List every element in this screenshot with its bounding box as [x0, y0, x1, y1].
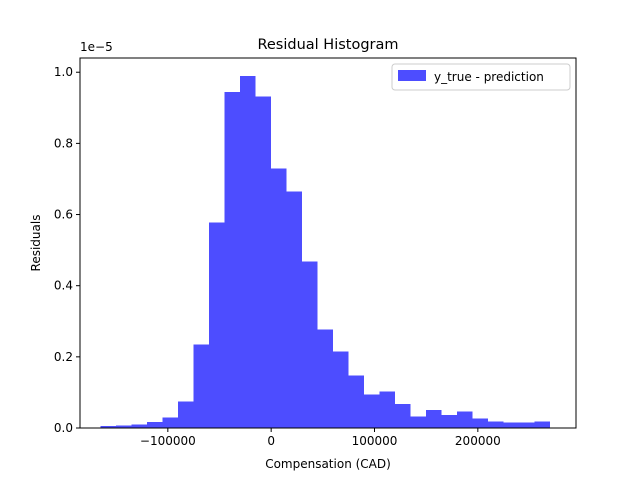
y-tick-label: 1.0	[54, 65, 73, 79]
x-tick-label: 0	[267, 434, 275, 448]
histogram-bar	[410, 416, 427, 428]
y-tick-label: 0.2	[54, 350, 73, 364]
histogram-bar	[503, 422, 520, 428]
histogram-bar	[379, 391, 396, 428]
y-tick-label: 0.6	[54, 208, 73, 222]
histogram-bar	[178, 401, 194, 428]
histogram-bar	[302, 261, 318, 428]
histogram-bar	[162, 417, 179, 428]
y-axis-offset-label: 1e−5	[80, 40, 113, 54]
legend-swatch	[398, 70, 426, 81]
histogram-bar	[488, 421, 504, 428]
y-axis-label: Residuals	[29, 215, 43, 272]
y-tick-label: 0.4	[54, 279, 73, 293]
x-tick-label: 200000	[455, 434, 501, 448]
histogram-bar	[333, 351, 349, 428]
legend-label: y_true - prediction	[434, 70, 544, 84]
y-axis-ticks: 0.0 0.2 0.4 0.6 0.8 1.0	[54, 65, 80, 435]
axes-frame	[79, 57, 577, 429]
legend-frame	[391, 63, 571, 91]
histogram-bar	[534, 421, 551, 428]
histogram-bar	[426, 410, 442, 428]
histogram-bar	[100, 426, 117, 428]
histogram-bar	[240, 75, 256, 429]
histogram-bar	[457, 411, 473, 428]
x-tick-label: 100000	[352, 434, 398, 448]
x-axis-label: Compensation (CAD)	[265, 457, 391, 471]
histogram-bar	[255, 96, 272, 428]
histogram-bar	[209, 222, 225, 428]
x-axis-ticks: −100000 0 100000 200000	[140, 428, 501, 448]
y-tick-label: 0.0	[54, 421, 73, 435]
histogram-bar	[395, 404, 411, 428]
histogram-bar	[441, 415, 458, 428]
histogram-bar	[131, 424, 148, 428]
chart-title: Residual Histogram	[257, 37, 398, 53]
legend: y_true - prediction	[391, 63, 571, 91]
y-tick-label: 0.8	[54, 136, 73, 150]
histogram-bars	[100, 75, 551, 429]
histogram-bar	[116, 425, 132, 428]
histogram-bar	[519, 422, 535, 428]
histogram-bar	[472, 418, 489, 428]
histogram-bar	[224, 91, 241, 428]
histogram-bar	[364, 394, 380, 428]
histogram-bar	[271, 168, 287, 429]
histogram-bar	[147, 421, 163, 428]
histogram-bar	[317, 329, 334, 428]
x-tick-label: −100000	[140, 434, 196, 448]
histogram-bar	[193, 344, 210, 428]
histogram-bar	[348, 375, 365, 428]
histogram-bar	[286, 191, 303, 428]
